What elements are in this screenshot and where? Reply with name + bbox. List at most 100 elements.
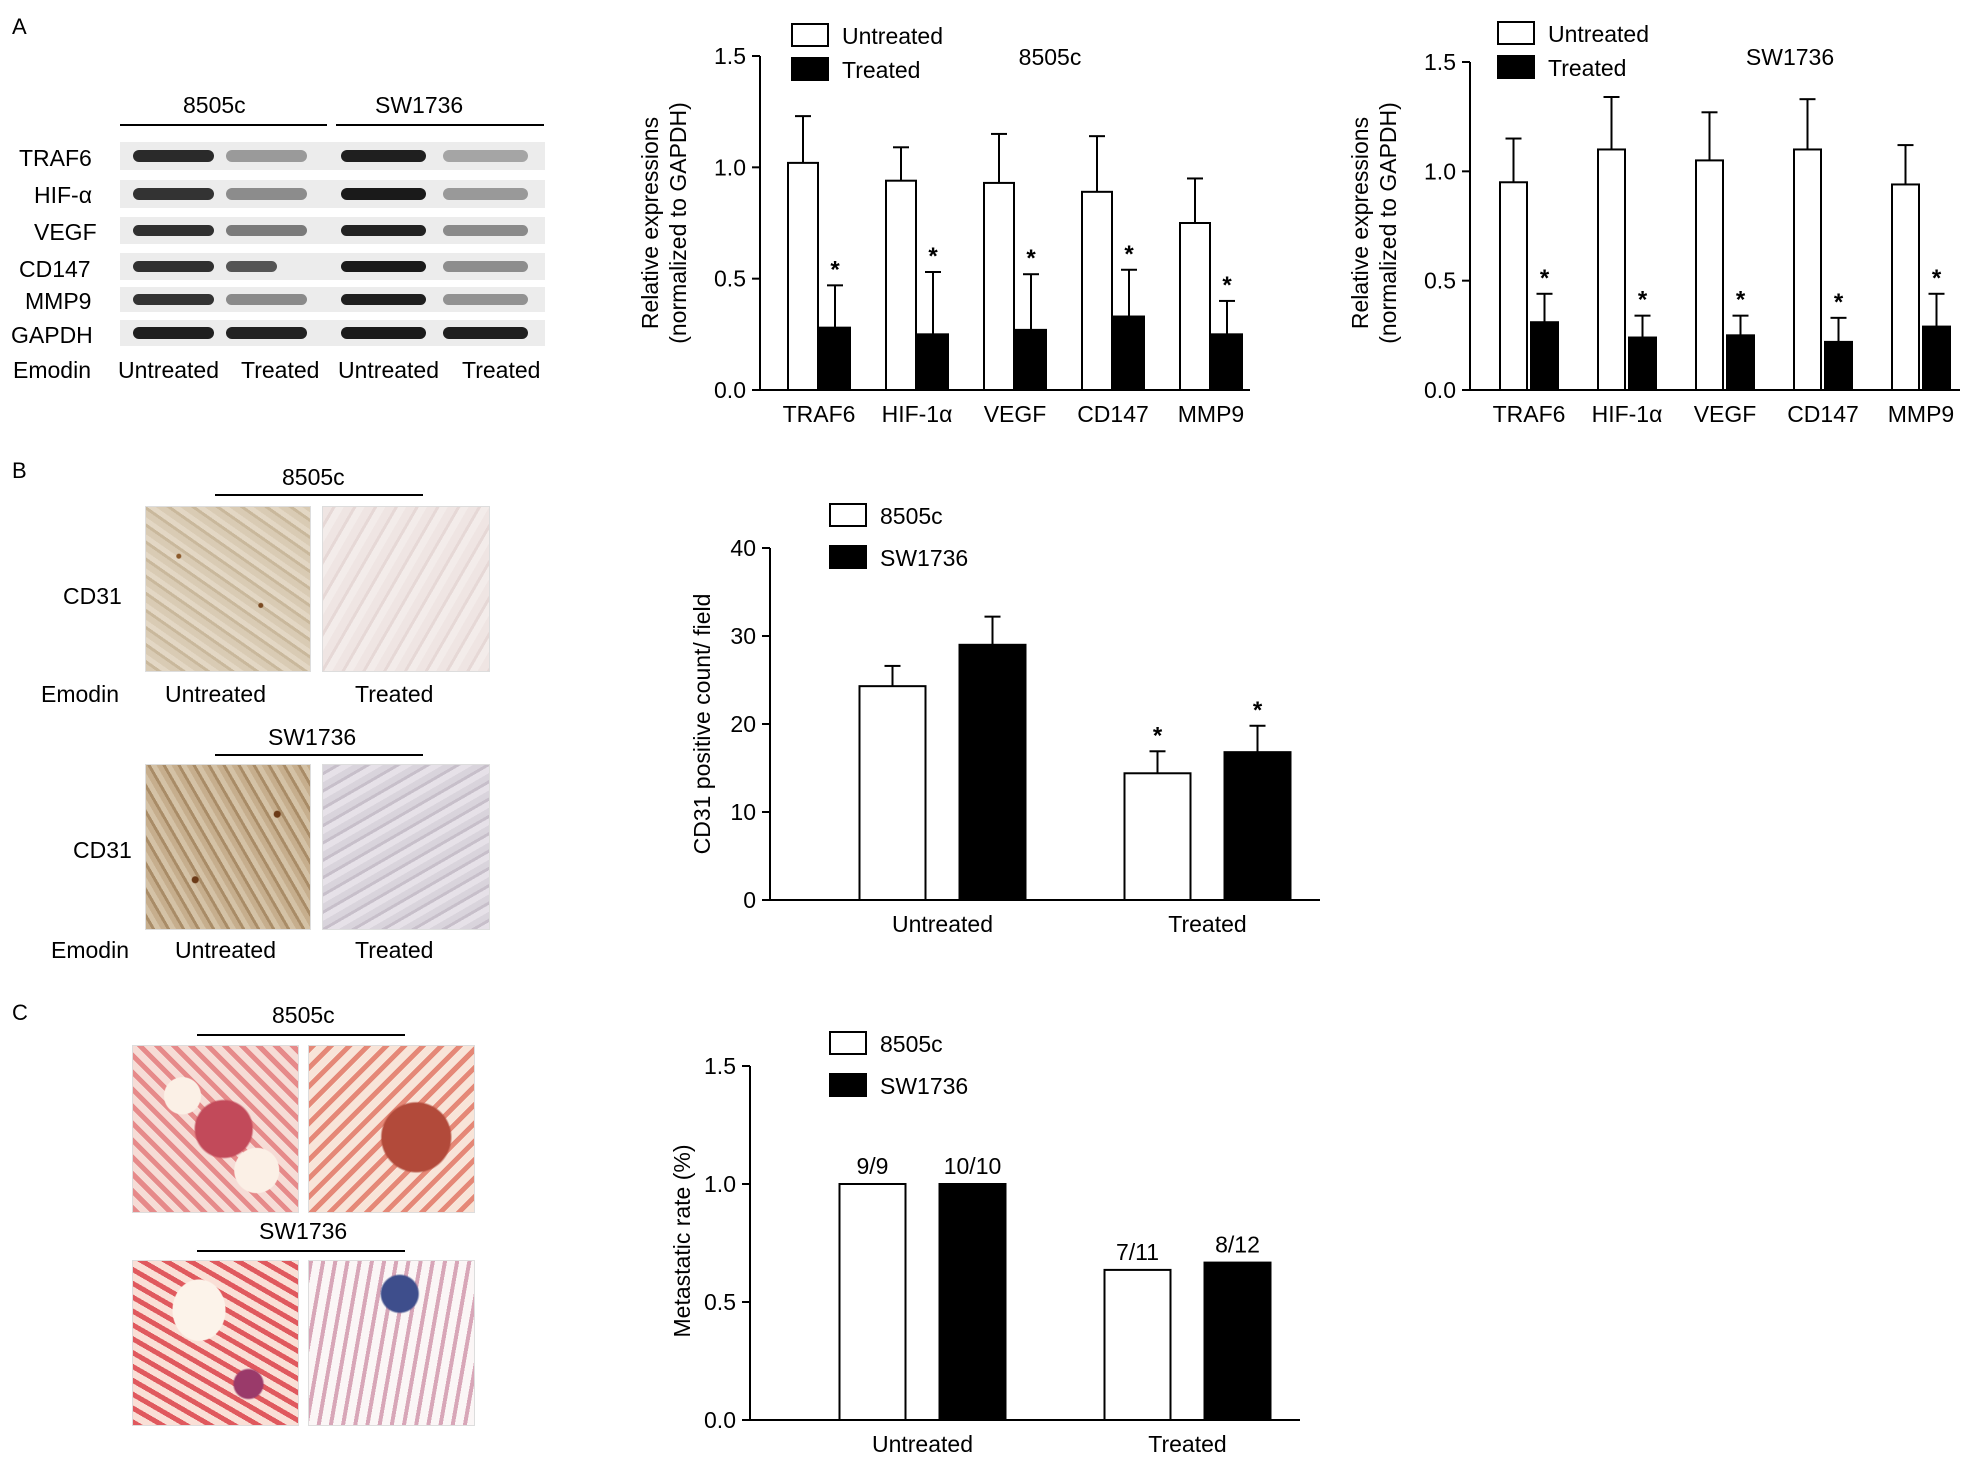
legend-label: Treated <box>842 57 920 83</box>
ihc-stain-label: CD31 <box>63 583 122 609</box>
legend-swatch <box>1497 21 1535 45</box>
bar <box>1530 321 1559 392</box>
ihc-stain-label: CD31 <box>73 837 132 863</box>
ihc-cond-label: Untreated <box>165 681 267 707</box>
data-label: 8/12 <box>1215 1232 1260 1258</box>
y-tick-label: 0.0 <box>714 377 746 403</box>
blot-cell-line-8505c: 8505c <box>183 92 246 118</box>
y-tick-label: 1.0 <box>704 1171 736 1197</box>
bar <box>917 333 949 392</box>
significance-star: * <box>1253 697 1263 724</box>
significance-star: * <box>830 256 840 283</box>
data-label: 9/9 <box>857 1153 889 1179</box>
legend-swatch <box>829 1031 867 1055</box>
y-tick-label: 0 <box>743 887 756 913</box>
blot-protein-label: TRAF6 <box>19 145 92 171</box>
chart-b-cd31: 0 10 20 30 40 CD31 positive count/ field 8505c… <box>689 503 1320 937</box>
blot-group-line-sw1736 <box>336 124 544 126</box>
bar <box>1628 336 1657 391</box>
x-tick-label: VEGF <box>1694 401 1757 427</box>
bar <box>1726 334 1755 392</box>
x-tick-label: HIF-1α <box>1592 401 1663 427</box>
bar <box>1179 222 1211 391</box>
bar <box>1203 1261 1272 1421</box>
panel-letter-c: C <box>12 1000 28 1025</box>
x-tick-label: TRAF6 <box>783 401 856 427</box>
ihc-image-sw1736-treated <box>322 764 490 930</box>
chart-c-metastatic: 0.0 0.5 1.0 1.5 Metastatic rate (%) 8505c SW17… <box>669 1031 1300 1457</box>
chart-a2-sw1736: 0.0 0.5 1.0 1.5 Relative expressions(normali… <box>1347 21 1960 427</box>
ihc-group-line-8505c <box>215 494 423 496</box>
ihc-image-8505c-treated <box>322 506 490 672</box>
data-label: 7/11 <box>1116 1239 1159 1265</box>
y-tick-label: 10 <box>730 799 756 825</box>
ihc-group-line-sw1736 <box>215 754 423 756</box>
significance-star: * <box>1153 722 1163 749</box>
blot-strip-traf6 <box>120 142 545 170</box>
y-axis-label: Relative expressions(normalized to GAPDH… <box>637 102 691 344</box>
bar <box>983 181 1015 391</box>
significance-star: * <box>1736 287 1746 314</box>
chart-title: 8505c <box>1019 44 1082 70</box>
y-tick-label: 0.0 <box>1424 377 1456 403</box>
y-tick-label: 0.0 <box>704 1407 736 1433</box>
significance-star: * <box>1222 272 1232 299</box>
ihc-cell-line-8505c: 8505c <box>282 464 345 490</box>
bar <box>1891 183 1920 391</box>
ihc-cond-label: Untreated <box>175 937 277 963</box>
panel-letter-a: A <box>12 14 27 39</box>
y-tick-label: 1.0 <box>714 154 746 180</box>
significance-star: * <box>1540 265 1550 292</box>
y-axis-label: Metastatic rate (%) <box>669 1145 695 1338</box>
x-tick-label: VEGF <box>984 401 1047 427</box>
blot-strip-mmp9 <box>120 287 545 312</box>
significance-star: * <box>1834 289 1844 316</box>
y-tick-label: 1.5 <box>1424 49 1456 75</box>
bar <box>1223 751 1292 901</box>
data-label: 10/10 <box>944 1153 1002 1179</box>
ihc-cond-label: Treated <box>355 681 434 707</box>
legend-label: Untreated <box>842 23 943 49</box>
y-tick-label: 1.5 <box>714 43 746 69</box>
x-tick-label: TRAF6 <box>1493 401 1566 427</box>
y-tick-label: 40 <box>730 535 756 561</box>
blot-strip-vegf <box>120 217 545 244</box>
ihc-cell-line-sw1736: SW1736 <box>268 724 357 750</box>
he-image-sw1736-treated <box>308 1260 475 1426</box>
blot-protein-label: GAPDH <box>11 322 93 348</box>
ihc-emodin-label: Emodin <box>51 937 129 963</box>
blot-strip-cd147 <box>120 253 545 280</box>
legend-label: Untreated <box>1548 21 1649 47</box>
blot-protein-label: MMP9 <box>25 288 92 314</box>
he-image-8505c-untreated <box>132 1045 299 1213</box>
blot-emodin-label: Emodin <box>13 357 91 383</box>
significance-star: * <box>1026 245 1036 272</box>
bar <box>1824 340 1853 392</box>
legend-swatch <box>829 1073 867 1097</box>
significance-star: * <box>1932 265 1942 292</box>
bar <box>1103 1268 1172 1421</box>
bar <box>1123 772 1192 901</box>
x-tick-label: Untreated <box>892 911 993 937</box>
panel-letter-b: B <box>12 458 27 483</box>
bar <box>858 685 927 901</box>
ihc-cond-label: Treated <box>355 937 434 963</box>
blot-protein-label: CD147 <box>19 256 91 282</box>
x-tick-label: Treated <box>1148 1431 1226 1457</box>
ihc-emodin-label: Emodin <box>41 681 119 707</box>
y-axis-label: Relative expressions(normalized to GAPDH… <box>1347 102 1401 344</box>
blot-lane-label: Treated <box>462 357 541 383</box>
blot-protein-label: VEGF <box>34 219 97 245</box>
blot-lane-label: Untreated <box>338 357 440 383</box>
he-group-line-8505c <box>197 1034 405 1036</box>
blot-lane-label: Untreated <box>118 357 220 383</box>
bar <box>1015 328 1047 392</box>
bar <box>1113 315 1145 391</box>
x-tick-label: HIF-1α <box>882 401 953 427</box>
blot-strip-hif <box>120 180 545 208</box>
legend-label: Treated <box>1548 55 1626 81</box>
bar <box>1499 181 1528 391</box>
bar <box>1922 325 1951 392</box>
significance-star: * <box>1638 287 1648 314</box>
x-tick-label: MMP9 <box>1178 401 1244 427</box>
